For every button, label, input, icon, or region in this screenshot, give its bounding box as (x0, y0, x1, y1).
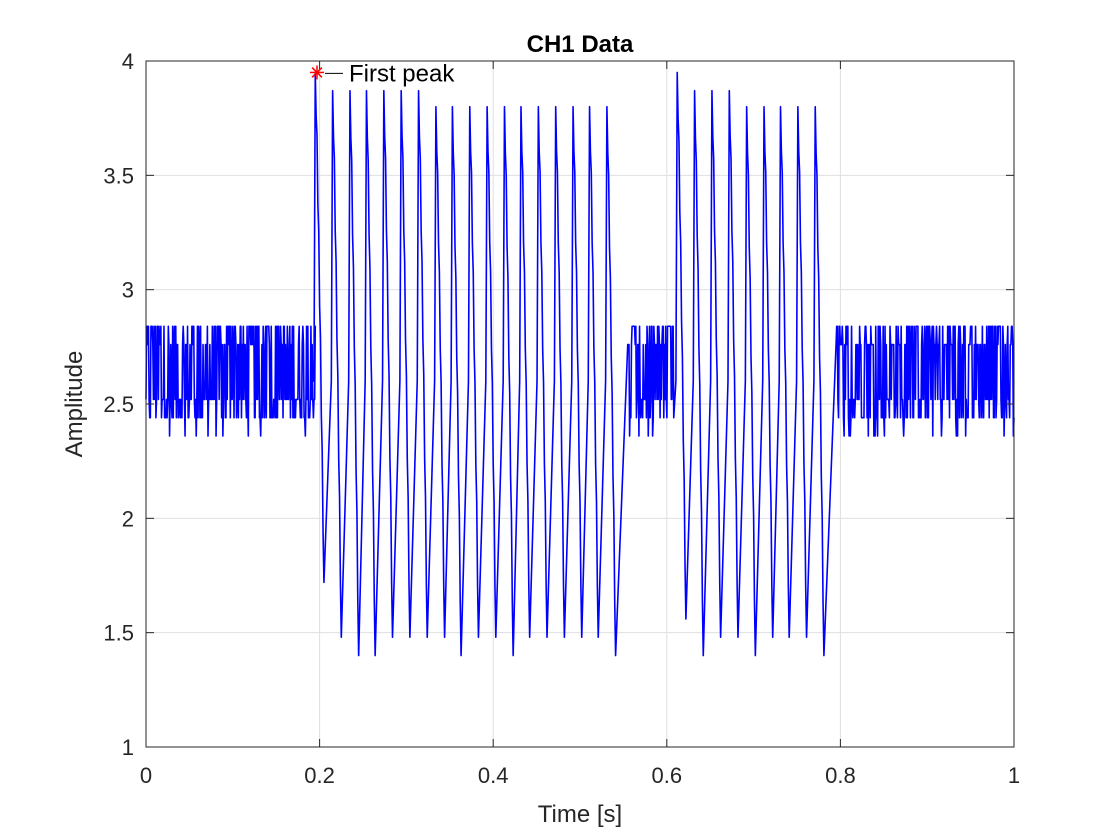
x-tick-label: 0 (140, 763, 152, 788)
x-tick-label: 0.4 (478, 763, 509, 788)
y-tick-label: 2 (122, 506, 134, 531)
x-tick-label: 1 (1008, 763, 1020, 788)
y-tick-label: 3 (122, 278, 134, 303)
y-tick-label: 3.5 (103, 163, 134, 188)
series-layer (145, 71, 1015, 657)
y-tick-label: 2.5 (103, 392, 134, 417)
x-axis-label: Time [s] (538, 801, 622, 828)
y-tick-label: 1.5 (103, 621, 134, 646)
annotations: First peak (309, 60, 455, 87)
first-peak-marker (309, 65, 324, 80)
chart-title: CH1 Data (527, 31, 634, 58)
x-tick-label: 0.2 (304, 763, 335, 788)
ticks: 0 0.2 0.4 0.6 0.8 1 1 1.5 2 2.5 3 3.5 4 (103, 49, 1020, 788)
y-tick-label: 1 (122, 735, 134, 760)
y-axis-label: Amplitude (61, 351, 88, 458)
y-tick-label: 4 (122, 49, 134, 74)
x-tick-label: 0.6 (652, 763, 683, 788)
x-tick-label: 0.8 (825, 763, 856, 788)
series-line-ch1 (145, 71, 1015, 657)
annotation-label: First peak (349, 60, 455, 87)
